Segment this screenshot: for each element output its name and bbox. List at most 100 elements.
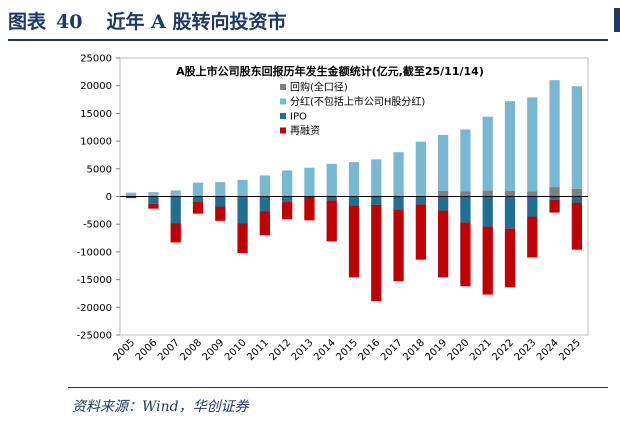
y-tick-label: 20000	[80, 81, 112, 92]
x-tick-label: 2010	[223, 337, 249, 363]
bar-dividend-2013	[304, 167, 315, 197]
bar-ipo-2015	[348, 196, 360, 206]
bar-refinancing-2013	[304, 196, 315, 221]
bar-refinancing-2012	[282, 202, 293, 220]
bar-buyback-2025	[571, 188, 582, 197]
y-tick-label: -20000	[77, 303, 112, 314]
bar-dividend-2009	[215, 182, 226, 197]
x-tick-label: 2008	[178, 337, 204, 363]
x-tick-label: 2014	[312, 337, 338, 363]
legend-swatch-dividend	[280, 98, 286, 105]
source-note: 资料来源：Wind，华创证券	[72, 399, 249, 415]
bar-ipo-2014	[326, 196, 337, 201]
bar-dividend-2011	[259, 175, 270, 197]
bar-dividend-2019	[438, 135, 449, 191]
bar-ipo-2016	[371, 196, 382, 205]
bar-ipo-2007	[170, 196, 181, 224]
bar-ipo-2024	[549, 196, 560, 200]
bar-buyback-2024	[549, 187, 560, 197]
x-tick-label: 2021	[468, 337, 494, 363]
bar-ipo-2018	[415, 196, 426, 205]
x-tick-label: 2006	[134, 337, 160, 363]
bar-buyback-2020	[460, 191, 471, 197]
x-tick-label: 2009	[201, 337, 227, 363]
x-tick-label: 2007	[156, 337, 182, 363]
x-tick-label: 2018	[401, 337, 427, 363]
x-tick-label: 2017	[379, 337, 405, 363]
legend-swatch-buyback	[280, 84, 286, 90]
bar-refinancing-2017	[393, 209, 404, 282]
x-tick-label: 2016	[357, 337, 383, 363]
bar-refinancing-2021	[482, 226, 493, 295]
y-tick-label: 0	[106, 192, 112, 203]
bar-dividend-2012	[282, 170, 293, 197]
legend-label-refinancing: 再融资	[290, 125, 320, 137]
bar-refinancing-2025	[571, 202, 582, 250]
bar-dividend-2023	[527, 97, 538, 192]
bar-refinancing-2008	[192, 202, 204, 214]
legend: 回购(全口径)分红(不包括上市公司H股分红) IPO 再融资	[280, 81, 425, 137]
y-tick-label: -15000	[77, 275, 112, 286]
bar-dividend-2008	[192, 182, 204, 197]
legend-swatch-refinancing	[280, 127, 286, 134]
figure-label: 图表	[8, 11, 47, 33]
x-tick-label: 2015	[334, 337, 360, 363]
bar-refinancing-2006	[148, 203, 159, 209]
bar-buyback-2019	[438, 190, 449, 197]
bars-layer	[126, 80, 582, 302]
bar-buyback-2021	[482, 190, 493, 197]
x-tick-label: 2005	[111, 337, 137, 363]
source-divider	[68, 387, 608, 388]
bar-dividend-2020	[460, 129, 471, 192]
y-tick-label: 10000	[80, 137, 112, 148]
bar-ipo-2022	[504, 196, 516, 229]
bar-dividend-2010	[237, 179, 248, 197]
y-tick-label: 15000	[80, 109, 112, 120]
x-tick-label: 2013	[290, 337, 316, 363]
legend-label-buyback: 回购(全口径)	[290, 81, 348, 94]
y-tick-label: -10000	[77, 247, 112, 258]
bar-dividend-2017	[393, 152, 404, 197]
y-tick-label: -25000	[77, 331, 112, 342]
x-tick-label: 2025	[557, 337, 583, 363]
chart-container: A股上市公司股东回报历年发生金额统计(亿元,截至25/11/14) 25000 2…	[0, 44, 620, 384]
bar-refinancing-2014	[326, 200, 337, 242]
bar-ipo-2021	[482, 196, 493, 227]
figure-number: 40	[56, 11, 83, 33]
x-tick-label: 2019	[423, 337, 449, 363]
bar-refinancing-2005	[126, 197, 137, 199]
bar-refinancing-2019	[438, 210, 449, 278]
bar-dividend-2024	[549, 80, 560, 188]
figure-title-text: 近年 A 股转向投资市	[106, 11, 287, 33]
bar-refinancing-2022	[504, 228, 516, 288]
legend-swatch-ipo	[280, 113, 286, 119]
bar-refinancing-2016	[371, 204, 382, 302]
bar-refinancing-2018	[415, 204, 426, 260]
y-tick-label: -5000	[83, 220, 112, 231]
bar-refinancing-2023	[527, 216, 538, 258]
x-tick-label: 2022	[490, 337, 516, 363]
legend-label-dividend: 分红(不包括上市公司H股分红)	[290, 95, 425, 108]
bar-dividend-2007	[170, 190, 181, 197]
bar-ipo-2006	[148, 196, 159, 204]
bar-dividend-2005	[126, 192, 137, 197]
bar-ipo-2009	[215, 196, 226, 207]
bar-ipo-2019	[438, 196, 449, 211]
bar-dividend-2025	[571, 86, 582, 189]
bar-ipo-2020	[460, 196, 471, 223]
bar-refinancing-2015	[348, 205, 360, 278]
bar-ipo-2012	[282, 196, 293, 203]
bar-refinancing-2020	[460, 222, 471, 287]
y-tick-label: 5000	[87, 164, 112, 175]
bar-dividend-2014	[326, 163, 337, 197]
bar-dividend-2016	[371, 159, 382, 197]
bar-dividend-2015	[348, 162, 360, 197]
legend-label-ipo: IPO	[290, 112, 307, 123]
bar-refinancing-2007	[170, 223, 181, 243]
y-tick-label: 25000	[80, 54, 112, 65]
x-tick-label: 2020	[446, 337, 472, 363]
x-tick-label: 2012	[267, 337, 293, 363]
figure-title: 图表 40 近年 A 股转向投资市	[8, 6, 286, 38]
bar-ipo-2011	[259, 196, 270, 212]
stacked-bar-chart: A股上市公司股东回报历年发生金额统计(亿元,截至25/11/14) 25000 2…	[77, 54, 589, 363]
